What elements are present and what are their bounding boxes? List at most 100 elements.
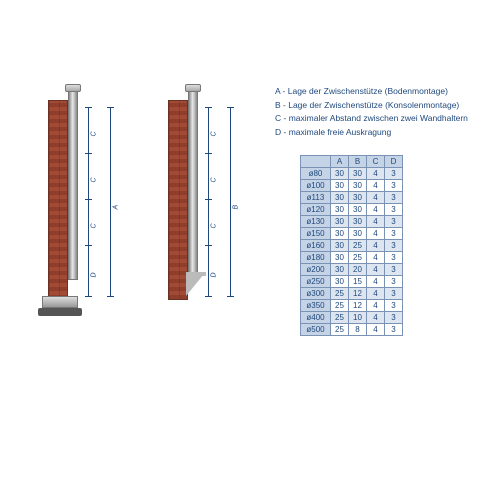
table-cell: 4	[367, 168, 385, 180]
table-cell: 3	[385, 240, 403, 252]
table-cell: 3	[385, 228, 403, 240]
console-bracket	[186, 274, 204, 296]
base-block	[42, 296, 78, 308]
dim-label: C	[91, 224, 98, 229]
table-cell: 30	[349, 228, 367, 240]
table-cell: ø180	[301, 252, 331, 264]
table-row: ø120303043	[301, 204, 403, 216]
table-cell: 30	[331, 192, 349, 204]
table-cell: 3	[385, 312, 403, 324]
table-cell: 3	[385, 288, 403, 300]
table-cell: 4	[367, 252, 385, 264]
table-cell: 25	[331, 324, 349, 336]
table-cell: ø200	[301, 264, 331, 276]
table-cell: 3	[385, 204, 403, 216]
table-cell: 30	[331, 180, 349, 192]
table-row: ø300251243	[301, 288, 403, 300]
dim-label-overall: A	[113, 204, 120, 209]
pipe-cap	[185, 84, 201, 92]
table-row: ø113303043	[301, 192, 403, 204]
table-cell: 20	[349, 264, 367, 276]
base-plate	[38, 308, 82, 316]
table-cell: ø250	[301, 276, 331, 288]
table-cell: ø80	[301, 168, 331, 180]
table-row: ø180302543	[301, 252, 403, 264]
table-cell: 30	[331, 252, 349, 264]
table-cell: ø400	[301, 312, 331, 324]
table-cell: 4	[367, 312, 385, 324]
table-cell: 3	[385, 180, 403, 192]
table-cell: ø100	[301, 180, 331, 192]
table-cell: 30	[331, 204, 349, 216]
table-row: ø200302043	[301, 264, 403, 276]
table-cell: 4	[367, 204, 385, 216]
table-cell: 4	[367, 324, 385, 336]
diagram-console-mount: C C C D B	[150, 90, 250, 320]
table-cell: 30	[349, 180, 367, 192]
table-cell: 30	[331, 168, 349, 180]
table-cell: 3	[385, 276, 403, 288]
table-cell: 30	[349, 192, 367, 204]
chimney-pipe	[68, 90, 78, 280]
brick-wall	[48, 100, 68, 300]
dim-label: C	[211, 224, 218, 229]
table-cell: 3	[385, 216, 403, 228]
dim-label: C	[211, 178, 218, 183]
table-cell: 25	[349, 240, 367, 252]
table-cell: 10	[349, 312, 367, 324]
table-row: ø130303043	[301, 216, 403, 228]
table-row: ø100303043	[301, 180, 403, 192]
table-cell: 30	[331, 240, 349, 252]
chimney-pipe	[188, 90, 198, 280]
table-cell: 4	[367, 264, 385, 276]
table-cell: ø113	[301, 192, 331, 204]
table-cell: ø300	[301, 288, 331, 300]
table-cell: 25	[331, 288, 349, 300]
table-cell: ø500	[301, 324, 331, 336]
table-header: C	[367, 156, 385, 168]
table-cell: 25	[331, 312, 349, 324]
table-cell: 3	[385, 264, 403, 276]
table-cell: 4	[367, 216, 385, 228]
table-cell: 15	[349, 276, 367, 288]
table-cell: 4	[367, 192, 385, 204]
table-row: ø160302543	[301, 240, 403, 252]
table-cell: 8	[349, 324, 367, 336]
table-cell: 30	[349, 216, 367, 228]
table-cell: 30	[331, 216, 349, 228]
table-cell: 25	[331, 300, 349, 312]
table-header: A	[331, 156, 349, 168]
table-cell: 30	[331, 264, 349, 276]
dim-label-overall: B	[233, 204, 240, 209]
table-cell: 4	[367, 180, 385, 192]
dimension-set-left: CCCDA	[84, 90, 128, 300]
table-cell: 4	[367, 240, 385, 252]
table-cell: 30	[349, 168, 367, 180]
diagram-area: CCCDA CCCDB	[30, 90, 480, 320]
table-cell: 12	[349, 300, 367, 312]
dim-label: C	[211, 131, 218, 136]
dimension-set-right: C C C D B	[204, 90, 248, 300]
table-header: D	[385, 156, 403, 168]
dimension-table: ABCDø80303043ø100303043ø113303043ø120303…	[300, 155, 403, 336]
table-cell: 30	[349, 204, 367, 216]
table-header: B	[349, 156, 367, 168]
table-cell: 25	[349, 252, 367, 264]
table-cell: 4	[367, 276, 385, 288]
table-cell: ø120	[301, 204, 331, 216]
dim-label: C	[91, 178, 98, 183]
table-cell: 3	[385, 192, 403, 204]
dim-label: D	[211, 272, 218, 277]
table-row: ø250301543	[301, 276, 403, 288]
table-cell: 4	[367, 300, 385, 312]
table-cell: ø160	[301, 240, 331, 252]
diagram-floor-mount: CCCDA	[30, 90, 130, 320]
table-header	[301, 156, 331, 168]
table-cell: 3	[385, 252, 403, 264]
dim-label: D	[91, 272, 98, 277]
table-cell: 12	[349, 288, 367, 300]
brick-wall	[168, 100, 188, 300]
table-cell: 3	[385, 300, 403, 312]
table-cell: 4	[367, 288, 385, 300]
table-cell: ø150	[301, 228, 331, 240]
